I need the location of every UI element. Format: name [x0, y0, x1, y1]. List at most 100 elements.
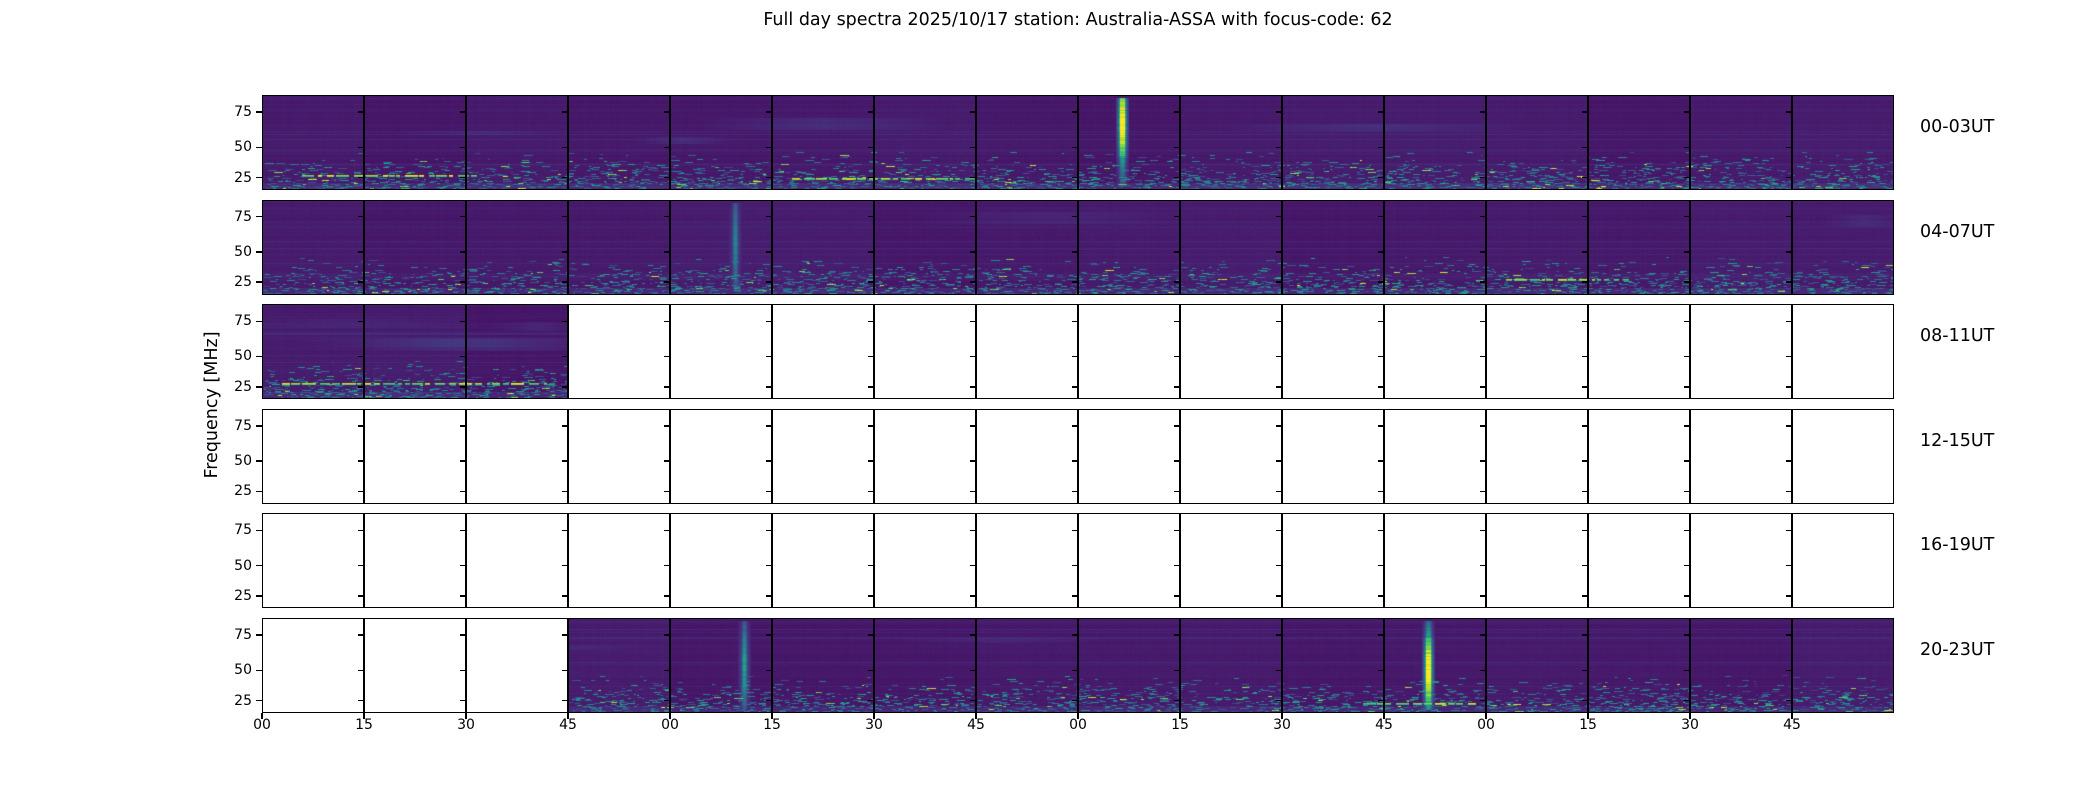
- row-time-label: 20-23UT: [1920, 640, 1995, 660]
- y-tick-mark: [867, 490, 874, 493]
- y-tick-mark: [256, 176, 262, 179]
- y-tick-mark: [1275, 355, 1282, 358]
- x-tick-mark: [1179, 713, 1181, 719]
- y-tick-label: 50: [234, 139, 252, 156]
- y-tick-mark: [663, 699, 670, 702]
- y-tick-mark: [1071, 320, 1078, 323]
- y-tick-mark: [663, 634, 670, 636]
- segment-divider: [465, 408, 467, 504]
- y-tick-mark: [1377, 490, 1384, 493]
- y-tick-mark: [357, 425, 364, 427]
- y-tick-mark: [1173, 595, 1180, 597]
- y-tick-mark: [1173, 355, 1180, 358]
- y-tick-mark: [1785, 386, 1792, 388]
- y-tick-mark: [1275, 595, 1282, 597]
- segment-divider: [771, 408, 773, 504]
- y-tick-mark: [1173, 251, 1180, 253]
- y-tick-mark: [561, 699, 568, 702]
- x-tick-mark: [1587, 713, 1589, 719]
- y-tick-label: 50: [234, 348, 252, 365]
- y-tick-mark: [867, 176, 874, 179]
- segment-divider: [1587, 304, 1589, 400]
- y-tick-mark: [969, 425, 976, 427]
- x-tick-label: 00: [253, 717, 271, 733]
- y-tick-mark: [459, 215, 466, 218]
- y-tick-mark: [1071, 146, 1078, 148]
- y-tick-mark: [1479, 355, 1486, 358]
- segment-divider: [363, 618, 365, 713]
- y-tick-mark: [256, 215, 262, 218]
- y-tick-mark: [663, 320, 670, 323]
- y-tick-mark: [256, 281, 262, 283]
- segment-divider: [771, 618, 773, 713]
- y-tick-mark: [663, 176, 670, 179]
- y-tick-mark: [357, 386, 364, 388]
- x-tick-label: 30: [865, 717, 883, 733]
- y-tick-mark: [1173, 425, 1180, 427]
- y-tick-mark: [1479, 111, 1486, 113]
- segment-divider: [771, 304, 773, 400]
- y-tick-mark: [561, 320, 568, 323]
- y-tick-mark: [357, 564, 364, 567]
- segment-divider: [1689, 304, 1691, 400]
- y-tick-mark: [969, 176, 976, 179]
- x-tick-mark: [873, 713, 875, 719]
- y-tick-mark: [1479, 460, 1486, 462]
- segment-divider: [669, 618, 671, 713]
- segment-divider: [567, 618, 569, 713]
- y-tick-mark: [1275, 669, 1282, 671]
- y-tick-mark: [357, 669, 364, 671]
- y-tick-mark: [969, 251, 976, 253]
- y-tick-mark: [256, 355, 262, 358]
- y-tick-mark: [663, 529, 670, 532]
- y-tick-mark: [1275, 490, 1282, 493]
- y-tick-mark: [1071, 529, 1078, 532]
- y-tick-mark: [357, 699, 364, 702]
- y-tick-mark: [561, 176, 568, 179]
- y-tick-mark: [357, 281, 364, 283]
- y-tick-mark: [1173, 320, 1180, 323]
- y-tick-mark: [256, 320, 262, 323]
- y-tick-mark: [459, 176, 466, 179]
- y-tick-mark: [357, 251, 364, 253]
- segment-divider: [1587, 95, 1589, 190]
- y-tick-mark: [969, 281, 976, 283]
- segment-divider: [1689, 408, 1691, 504]
- y-tick-mark: [663, 595, 670, 597]
- y-tick-mark: [969, 320, 976, 323]
- segment-divider: [1791, 618, 1793, 713]
- y-tick-mark: [1683, 460, 1690, 462]
- segment-divider: [1179, 513, 1181, 609]
- y-tick-mark: [765, 320, 772, 323]
- x-tick-mark: [771, 713, 773, 719]
- y-tick-mark: [1785, 425, 1792, 427]
- segment-divider: [1077, 95, 1079, 190]
- row-time-label: 08-11UT: [1920, 326, 1995, 347]
- segment-divider: [1689, 199, 1691, 295]
- y-tick-mark: [1479, 529, 1486, 532]
- y-tick-mark: [1377, 386, 1384, 388]
- y-tick-mark: [1683, 111, 1690, 113]
- y-tick-mark: [663, 355, 670, 358]
- y-tick-mark: [1581, 669, 1588, 671]
- y-tick-mark: [969, 460, 976, 462]
- y-tick-mark: [1173, 564, 1180, 567]
- segment-divider: [771, 199, 773, 295]
- y-tick-mark: [1581, 564, 1588, 567]
- y-tick-label: 75: [234, 522, 252, 539]
- y-tick-mark: [1479, 595, 1486, 597]
- x-tick-label: 30: [457, 717, 475, 733]
- y-tick-mark: [1581, 111, 1588, 113]
- x-tick-mark: [261, 713, 263, 719]
- y-tick-mark: [1071, 425, 1078, 427]
- y-tick-mark: [663, 146, 670, 148]
- y-tick-mark: [867, 595, 874, 597]
- y-tick-mark: [969, 564, 976, 567]
- y-tick-mark: [459, 460, 466, 462]
- y-tick-mark: [1683, 215, 1690, 218]
- y-tick-mark: [459, 386, 466, 388]
- segment-divider: [975, 304, 977, 400]
- y-tick-mark: [1377, 111, 1384, 113]
- y-tick-mark: [561, 111, 568, 113]
- y-tick-mark: [1683, 320, 1690, 323]
